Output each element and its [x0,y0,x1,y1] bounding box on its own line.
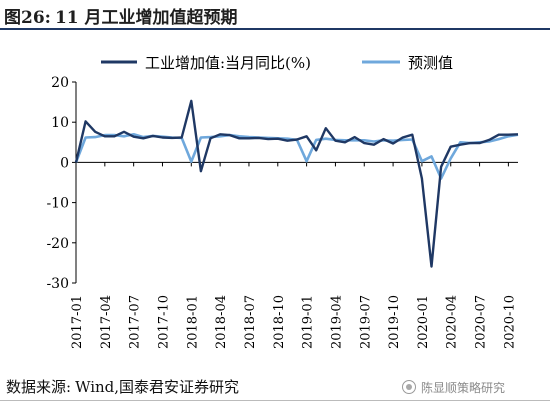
x-tick-label: 2018-07 [243,295,258,349]
x-tick-label: 2017-07 [128,295,143,349]
figure-label: 图26: [4,8,51,28]
line-chart: 工业增加值:当月同比(%) 预测值 -30 -20 -10 0 10 20 2017-01 20… [46,54,519,349]
legend-item-forecast: 预测值 [362,54,453,72]
series-line-forecast [74,133,519,180]
legend-label: 预测值 [408,54,453,72]
x-tick-label: 2020-01 [416,295,431,349]
y-tick-label: -30 [46,276,69,292]
watermark-text: 陈显顺策略研究 [421,380,506,395]
x-tick-label: 2018-01 [185,295,200,349]
x-tick-label: 2017-01 [70,295,85,349]
chart-legend: 工业增加值:当月同比(%) 预测值 [101,54,453,72]
chart-plot-area [74,99,519,268]
x-tick-label: 2018-04 [214,295,229,349]
figure-title-text: 11 月工业增加值超预期 [54,8,238,28]
source-text: Wind,国泰君安证券研究 [75,378,240,396]
watermark: 陈显顺策略研究 [402,378,548,396]
x-tick-label: 2020-04 [445,295,460,349]
wechat-icon [402,380,416,394]
chart-axes: -30 -20 -10 0 10 20 2017-01 2017-04 2017-07 2017-… [46,75,518,349]
y-tick-label: 0 [60,155,69,171]
series-line-actual [74,99,519,268]
x-tick-label: 2019-04 [329,295,344,349]
y-tick-label: -10 [46,196,69,212]
x-tick-label: 2019-07 [358,295,373,349]
legend-item-actual: 工业增加值:当月同比(%) [101,54,311,72]
y-tick-label: 20 [51,75,69,91]
x-tick-label: 2020-10 [502,295,517,349]
x-tick-label: 2017-04 [99,295,114,349]
y-tick-label: -20 [46,236,69,252]
x-tick-label: 2020-07 [474,295,489,349]
x-tick-label: 2017-10 [156,295,171,349]
y-tick-label: 10 [51,115,69,131]
source-note: 数据来源: Wind,国泰君安证券研究 [6,376,239,397]
x-tick-label: 2018-10 [272,295,287,349]
bottom-divider [0,400,550,401]
x-tick-label: 2019-10 [387,295,402,349]
figure-title: 图26: 11 月工业增加值超预期 [0,0,550,30]
source-label: 数据来源: [6,378,72,396]
legend-label: 工业增加值:当月同比(%) [145,54,311,72]
x-tick-label: 2019-01 [301,295,316,349]
